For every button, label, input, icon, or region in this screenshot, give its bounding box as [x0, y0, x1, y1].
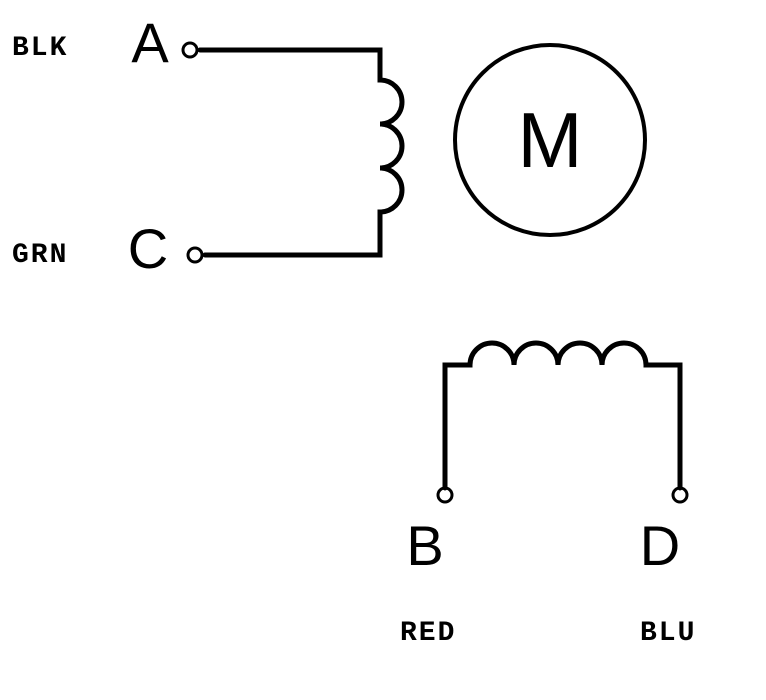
- terminal-label-d: D: [640, 514, 680, 577]
- winding-bd: [445, 343, 680, 488]
- terminal-dot-a: [183, 43, 197, 57]
- terminal-label-c: C: [128, 217, 168, 280]
- motor-label: M: [518, 96, 583, 184]
- color-label-grn: GRN: [12, 240, 68, 271]
- terminal-label-b: B: [406, 514, 443, 577]
- color-label-blk: BLK: [12, 33, 68, 64]
- wiring-diagram: M A C B D BLK GRN RED BLU: [0, 0, 766, 700]
- color-label-blu: BLU: [640, 618, 696, 649]
- color-label-red: RED: [400, 618, 456, 649]
- terminal-label-a: A: [131, 11, 169, 74]
- winding-ac: [200, 50, 402, 255]
- terminal-dot-c: [188, 248, 202, 262]
